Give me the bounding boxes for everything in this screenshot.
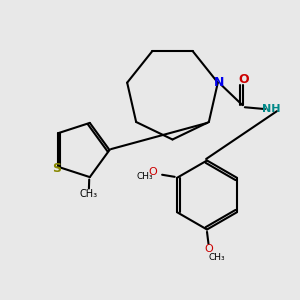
- Text: N: N: [214, 76, 224, 89]
- Text: S: S: [52, 162, 61, 175]
- Text: CH₃: CH₃: [79, 189, 98, 199]
- Text: CH₃: CH₃: [208, 253, 225, 262]
- Text: CH₃: CH₃: [137, 172, 153, 181]
- Text: O: O: [149, 167, 158, 177]
- Text: O: O: [238, 73, 249, 86]
- Text: NH: NH: [262, 104, 281, 114]
- Text: O: O: [204, 244, 213, 254]
